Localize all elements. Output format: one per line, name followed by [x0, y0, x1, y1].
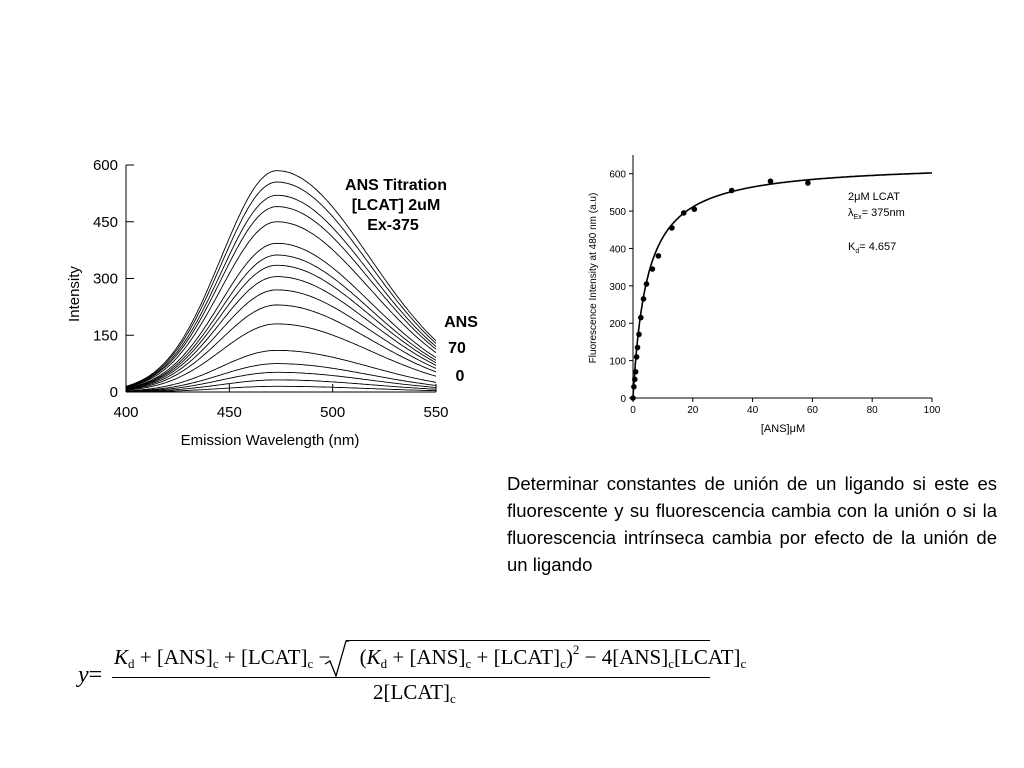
equation-numerator: Kd + [ANS]c + [LCAT]c − (Kd + [ANS]c + [… — [114, 642, 747, 671]
chart1-x-tick-label: 500 — [320, 404, 345, 421]
chart1-title: ANS Titration — [345, 177, 447, 194]
ex-subscript: Ex — [854, 214, 863, 221]
chart2-ylabel: Fluorescence Intensity at 480 nm (a.u) — [588, 193, 599, 364]
chart1-curves — [125, 170, 437, 393]
kd-symbol: K — [848, 241, 856, 253]
chart1-spectrum-curve — [125, 170, 437, 387]
chart1-spectrum-curve — [125, 181, 437, 388]
chart2-y-tick-label: 0 — [620, 394, 626, 405]
kd-value: = 4.657 — [859, 241, 896, 253]
binding-equation: y= Kd + [ANS]c + [LCAT]c − (Kd + [ANS]c … — [78, 632, 746, 712]
chart1-xlabel: Emission Wavelength (nm) — [181, 432, 360, 449]
chart2-data-point — [630, 395, 636, 401]
chart2-y-tick-label: 200 — [609, 319, 626, 330]
chart2-data-point — [669, 225, 675, 231]
chart1-subtitle-1: [LCAT] 2uM — [352, 197, 441, 214]
chart2-data-point — [632, 376, 638, 383]
chart2-annotation-line3: Kd= 4.657 — [848, 241, 896, 255]
chart2-axes: 0 100 200 300 400 500 600 0 20 40 60 80 100 — [609, 155, 941, 416]
chart1-spectrum-curve — [125, 363, 437, 392]
equation-denominator: 2[LCAT]c — [373, 680, 456, 706]
chart2-data-point — [681, 210, 687, 216]
chart1-x-tick-label: 550 — [423, 404, 448, 421]
chart1-spectrum-curve — [125, 304, 437, 391]
chart1-x-tick-label: 450 — [217, 404, 242, 421]
chart1-spectrum-curve — [125, 371, 437, 392]
chart2-annotation-line2: λEx= 375nm — [848, 207, 905, 221]
chart2-data-point — [805, 180, 811, 186]
chart1-top-label: 70 — [448, 340, 466, 357]
chart2-data-point — [728, 187, 735, 194]
chart1-spectrum-curve — [125, 276, 437, 390]
chart2-data-point — [638, 314, 644, 321]
kd-subscript: d — [855, 248, 859, 255]
chart1-y-tick-label: 0 — [110, 384, 118, 401]
equation-lhs: y= — [78, 662, 103, 688]
chart1-y-tick-label: 600 — [93, 157, 118, 174]
chart1-y-tick-label: 150 — [93, 327, 118, 344]
chart2-data-point — [643, 281, 650, 287]
chart2-data-point — [636, 331, 642, 338]
chart2-data-point — [633, 354, 640, 360]
chart2-data-point — [640, 296, 647, 302]
chart1-spectrum-curve — [125, 194, 437, 388]
chart2-x-tick-label: 60 — [807, 405, 819, 416]
chart2-data-point — [632, 369, 639, 375]
chart2-data-point — [767, 178, 774, 184]
description-text: Determinar constantes de unión de un lig… — [507, 473, 997, 575]
ex-value: = 375nm — [862, 207, 905, 219]
chart2-y-tick-label: 500 — [609, 207, 626, 218]
fraction-bar — [112, 677, 710, 678]
chart1-ans-label: ANS — [444, 314, 478, 331]
chart1-subtitle-2: Ex-375 — [367, 217, 419, 234]
chart1-ylabel: Intensity — [66, 266, 83, 322]
radical-bar — [346, 640, 710, 641]
chart1-y-tick-label: 450 — [93, 214, 118, 231]
chart2-annotation-line1: 2μM LCAT — [848, 191, 900, 203]
chart1-spectrum-curve — [125, 323, 437, 391]
chart2-data-point — [691, 206, 698, 212]
radical-sign — [324, 640, 349, 679]
chart2-y-tick-label: 400 — [609, 244, 626, 255]
chart2-xlabel: [ANS]μM — [761, 423, 805, 435]
chart2-data-point — [649, 266, 656, 272]
chart2-data-point — [631, 384, 637, 390]
chart2-x-tick-label: 0 — [630, 405, 636, 416]
chart1-bottom-label: 0 — [456, 368, 465, 385]
chart1-spectrum-curve — [125, 385, 437, 393]
chart1-spectrum-curve — [126, 379, 437, 393]
chart2-x-tick-label: 80 — [867, 405, 879, 416]
chart1-spectrum-curve — [125, 349, 437, 392]
chart1-spectrum-curve — [125, 242, 437, 389]
chart1-spectrum-curve — [125, 254, 437, 389]
chart2-data-point — [634, 344, 641, 351]
chart2-y-tick-label: 100 — [609, 357, 626, 368]
chart1-spectrum-curve — [125, 264, 437, 390]
chart2-x-tick-label: 40 — [747, 405, 759, 416]
lambda-symbol: λ — [848, 207, 854, 219]
chart2-y-tick-label: 600 — [609, 170, 626, 181]
chart1-spectrum-curve — [125, 221, 437, 389]
chart1-spectrum-curve — [125, 206, 437, 388]
chart2-x-tick-label: 100 — [924, 405, 941, 416]
chart2-data-point — [655, 253, 662, 259]
chart2-y-tick-label: 300 — [609, 282, 626, 293]
chart2-x-tick-label: 20 — [687, 405, 699, 416]
chart1-x-tick-label: 400 — [113, 404, 138, 421]
chart1-spectrum-curve — [125, 289, 437, 390]
chart1-y-tick-label: 300 — [93, 271, 118, 288]
chart2-points — [630, 178, 811, 401]
